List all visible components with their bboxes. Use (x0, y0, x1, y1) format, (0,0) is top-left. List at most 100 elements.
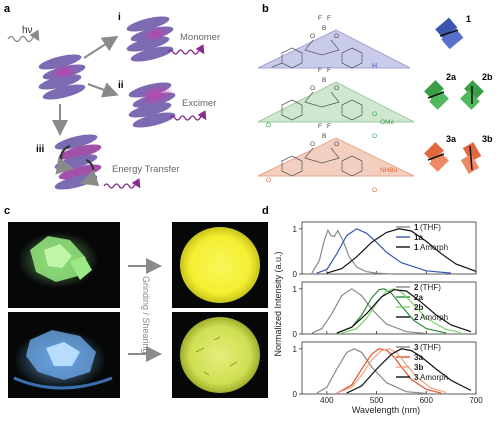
y-tick-label: 1 (293, 345, 298, 354)
atom-b-1: B (322, 25, 326, 32)
x-tick-label: 500 (370, 396, 384, 405)
y-tick-label: 1 (293, 225, 298, 234)
atom-o-2e: O (372, 133, 377, 140)
arrow-monomer (83, 35, 119, 59)
y-axis-label: Normalized Intensity (a.u.) (273, 251, 283, 356)
monomer-emission-wave (167, 44, 205, 55)
pathway-i-name: Monomer (180, 32, 220, 43)
photo-blue-crystals (8, 312, 120, 398)
central-molecule-stack (38, 54, 86, 100)
series-line (316, 348, 427, 395)
excimer-emission-wave (169, 110, 207, 121)
light-wave-icon (7, 29, 40, 43)
legend-text: (THF) (420, 223, 441, 232)
atom-o-3c: O (266, 177, 271, 184)
legend-text: Amorph (420, 313, 448, 322)
pathway-iii-name: Energy Transfer (112, 164, 180, 175)
crystal-label-2b: 2b (482, 72, 493, 82)
atom-o-1b: O (334, 33, 339, 40)
panel-d-label: d (262, 205, 269, 217)
atom-o-3a: O (310, 141, 315, 148)
crystal-1-icon (435, 17, 464, 50)
atom-f-2b: F (327, 67, 331, 74)
arrow-excimer (87, 82, 119, 98)
legend-number: 3a (414, 353, 423, 362)
atom-o-2a: O (310, 85, 315, 92)
subplot-frame (301, 281, 477, 335)
atom-o-3d: O (372, 187, 377, 194)
legend-number: 2a (414, 293, 423, 302)
crystal-label-1: 1 (466, 14, 471, 24)
legend-number: 2 (414, 313, 419, 322)
subplot-frame (301, 341, 477, 395)
legend-text: (THF) (420, 343, 441, 352)
substituent-nhbu: NHBu (380, 167, 398, 174)
legend-number: 3 (414, 373, 419, 382)
legend-number: 1a (414, 233, 423, 242)
panel-a-label: a (4, 3, 11, 15)
photo-green-disc (172, 312, 268, 398)
monomer-stack (126, 16, 174, 62)
atom-f-1b: F (327, 15, 331, 22)
excimer-stack (128, 82, 176, 128)
atom-o-3b: O (334, 141, 339, 148)
crystal-2b-icon (460, 80, 484, 110)
panel-b: b F F B O O H F F B O O O O (257, 3, 493, 194)
x-axis-label: Wavelength (nm) (352, 405, 420, 415)
pathway-iii-num: iii (36, 144, 45, 155)
crystal-2a-icon (424, 80, 449, 110)
legend-text: (THF) (420, 283, 441, 292)
series-line (336, 348, 442, 394)
series-line (341, 288, 462, 334)
panel-c-label: c (4, 205, 10, 217)
crystal-3a-icon (424, 142, 449, 172)
atom-o-2c: O (266, 122, 271, 129)
legend-number: 1 (414, 243, 419, 252)
legend-number: 2b (414, 303, 423, 312)
atom-b-2: B (322, 77, 326, 84)
molecule-3: F F B O O O NHBu O (257, 123, 415, 194)
atom-o-2d: O (372, 111, 377, 118)
y-tick-label: 0 (293, 330, 298, 339)
series-line (311, 228, 392, 275)
hv-label: hν (22, 25, 33, 36)
atom-o-1a: O (310, 33, 315, 40)
atom-b-3: B (322, 133, 326, 140)
energy-transfer-stack (54, 134, 102, 190)
crystal-3b-icon (460, 142, 482, 174)
molecule-1: F F B O O H (257, 15, 411, 70)
atom-f-3b: F (327, 123, 331, 130)
panel-d: d Normalized Intensity (a.u.) 01 1 (THF)1… (262, 205, 483, 415)
energy-transfer-emission-wave (103, 178, 141, 189)
atom-o-2b: O (334, 85, 339, 92)
photo-yellow-disc (172, 222, 268, 308)
series-line (326, 228, 477, 274)
x-tick-label: 700 (469, 396, 483, 405)
y-tick-label: 0 (293, 270, 298, 279)
pathway-ii-name: Excimer (182, 98, 216, 109)
series-line (336, 289, 472, 334)
x-tick-label: 600 (420, 396, 434, 405)
legend-number: 3 (414, 343, 419, 352)
panel-c: c Grinding / Shearing (4, 205, 268, 398)
legend-number: 2 (414, 283, 419, 292)
series-line (336, 288, 447, 334)
crystal-label-3b: 3b (482, 134, 493, 144)
panel-a: a hν i Monomer ii (4, 3, 220, 190)
atom-f-1a: F (318, 15, 322, 22)
y-tick-label: 0 (293, 390, 298, 399)
panel-b-label: b (262, 3, 269, 15)
grinding-shearing-label: Grinding / Shearing (141, 276, 151, 354)
crystal-label-2a: 2a (446, 72, 457, 82)
legend-text: Amorph (420, 243, 448, 252)
legend-number: 3b (414, 363, 423, 372)
photo-green-crystals (8, 222, 120, 308)
substituent-ome: OMe (380, 119, 394, 126)
atom-f-2a: F (318, 67, 322, 74)
molecule-2: F F B O O O O OMe O (257, 67, 415, 140)
legend-text: Amorph (420, 373, 448, 382)
atom-f-3a: F (318, 123, 322, 130)
series-line (311, 288, 427, 335)
